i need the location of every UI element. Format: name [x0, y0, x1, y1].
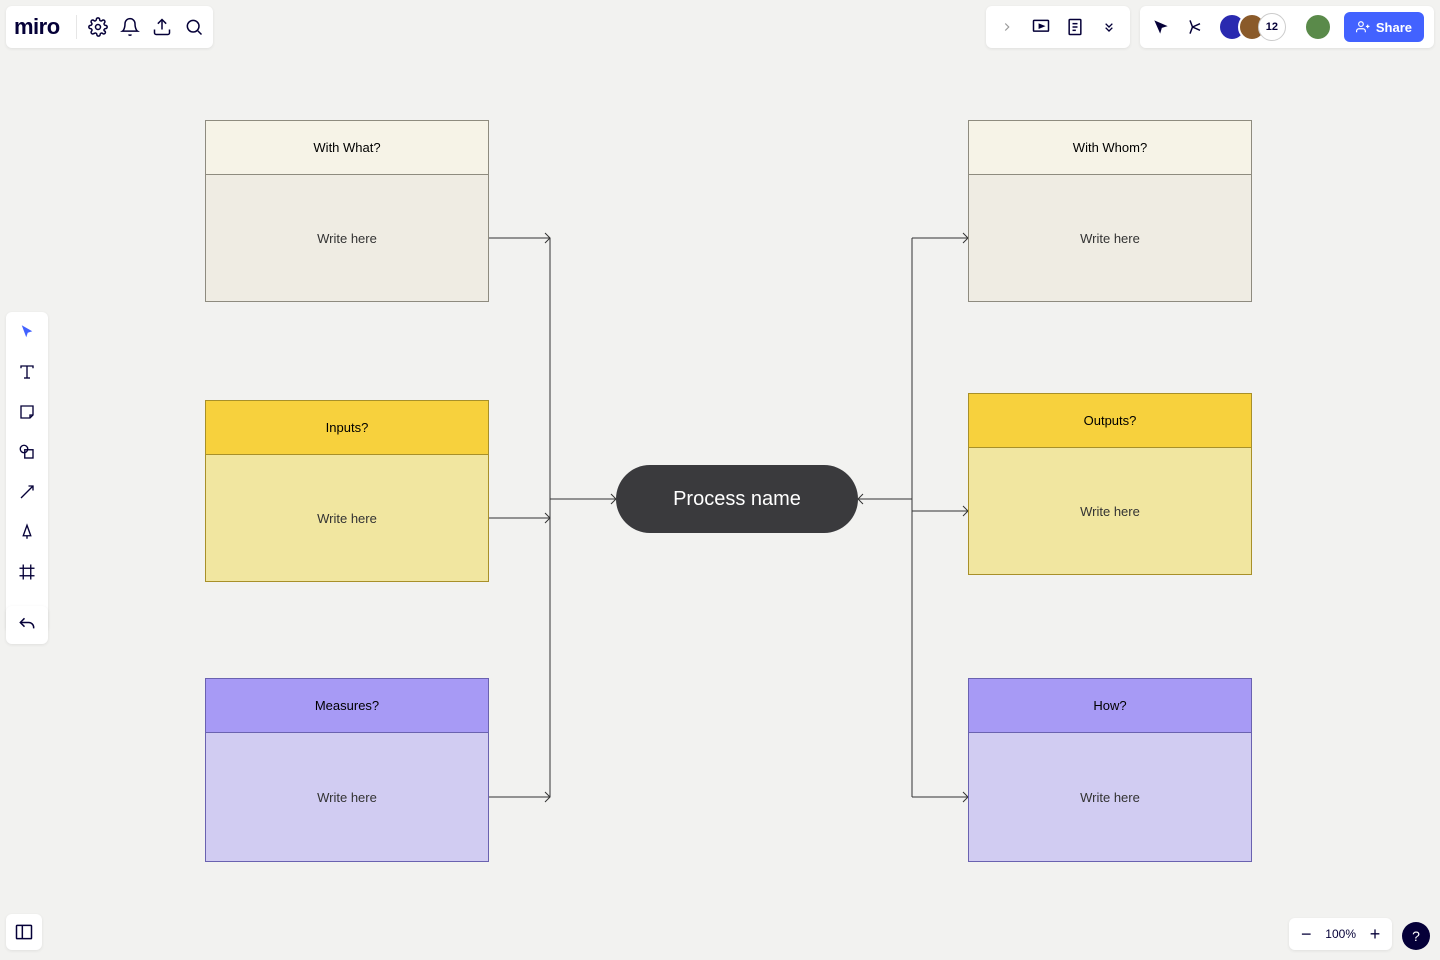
- notes-icon[interactable]: [1064, 16, 1086, 38]
- miro-logo[interactable]: miro: [14, 14, 66, 40]
- zoom-control: − 100% +: [1289, 918, 1392, 950]
- box-outputs-title: Outputs?: [969, 394, 1251, 448]
- box-with-what-body[interactable]: Write here: [206, 175, 488, 301]
- box-how[interactable]: How?Write here: [968, 678, 1252, 862]
- box-measures-body[interactable]: Write here: [206, 733, 488, 861]
- box-with-what[interactable]: With What?Write here: [205, 120, 489, 302]
- zoom-out-button[interactable]: −: [1297, 925, 1315, 943]
- box-inputs-body[interactable]: Write here: [206, 455, 488, 581]
- panel-toggle-button[interactable]: [6, 914, 42, 950]
- chevron-right-icon[interactable]: [996, 16, 1018, 38]
- box-with-whom[interactable]: With Whom?Write here: [968, 120, 1252, 302]
- chevrons-down-icon[interactable]: [1098, 16, 1120, 38]
- pen-tool-icon[interactable]: [15, 520, 39, 544]
- reactions-icon[interactable]: [1184, 16, 1206, 38]
- sticky-tool-icon[interactable]: [15, 400, 39, 424]
- select-tool-icon[interactable]: [15, 320, 39, 344]
- box-outputs-body[interactable]: Write here: [969, 448, 1251, 574]
- present-icon[interactable]: [1030, 16, 1052, 38]
- view-panel: [986, 6, 1130, 48]
- text-tool-icon[interactable]: [15, 360, 39, 384]
- bell-icon[interactable]: [119, 16, 141, 38]
- undo-button[interactable]: [6, 606, 48, 644]
- zoom-in-button[interactable]: +: [1366, 925, 1384, 943]
- center-node[interactable]: Process name: [616, 465, 858, 533]
- search-icon[interactable]: [183, 16, 205, 38]
- line-tool-icon[interactable]: [15, 480, 39, 504]
- toolbar-divider: [76, 15, 77, 39]
- upload-icon[interactable]: [151, 16, 173, 38]
- top-right-cluster: 12 Share: [986, 6, 1434, 48]
- zoom-level: 100%: [1325, 927, 1356, 941]
- box-outputs[interactable]: Outputs?Write here: [968, 393, 1252, 575]
- box-with-whom-body[interactable]: Write here: [969, 175, 1251, 301]
- box-inputs-title: Inputs?: [206, 401, 488, 455]
- box-with-what-title: With What?: [206, 121, 488, 175]
- help-button[interactable]: ?: [1402, 922, 1430, 950]
- box-measures[interactable]: Measures?Write here: [205, 678, 489, 862]
- canvas[interactable]: Process nameWith What?Write hereInputs?W…: [0, 0, 1440, 960]
- settings-icon[interactable]: [87, 16, 109, 38]
- box-inputs[interactable]: Inputs?Write here: [205, 400, 489, 582]
- share-button[interactable]: Share: [1344, 12, 1424, 42]
- shapes-tool-icon[interactable]: [15, 440, 39, 464]
- cursor-icon[interactable]: [1150, 16, 1172, 38]
- box-how-body[interactable]: Write here: [969, 733, 1251, 861]
- avatar-count[interactable]: 12: [1258, 13, 1286, 41]
- avatar-stack[interactable]: 12: [1218, 13, 1286, 41]
- box-measures-title: Measures?: [206, 679, 488, 733]
- collab-panel: 12 Share: [1140, 6, 1434, 48]
- top-left-toolbar: miro: [6, 6, 213, 48]
- avatar-self[interactable]: [1304, 13, 1332, 41]
- box-with-whom-title: With Whom?: [969, 121, 1251, 175]
- box-how-title: How?: [969, 679, 1251, 733]
- share-button-label: Share: [1376, 20, 1412, 35]
- left-tool-dock: [6, 312, 48, 632]
- frame-tool-icon[interactable]: [15, 560, 39, 584]
